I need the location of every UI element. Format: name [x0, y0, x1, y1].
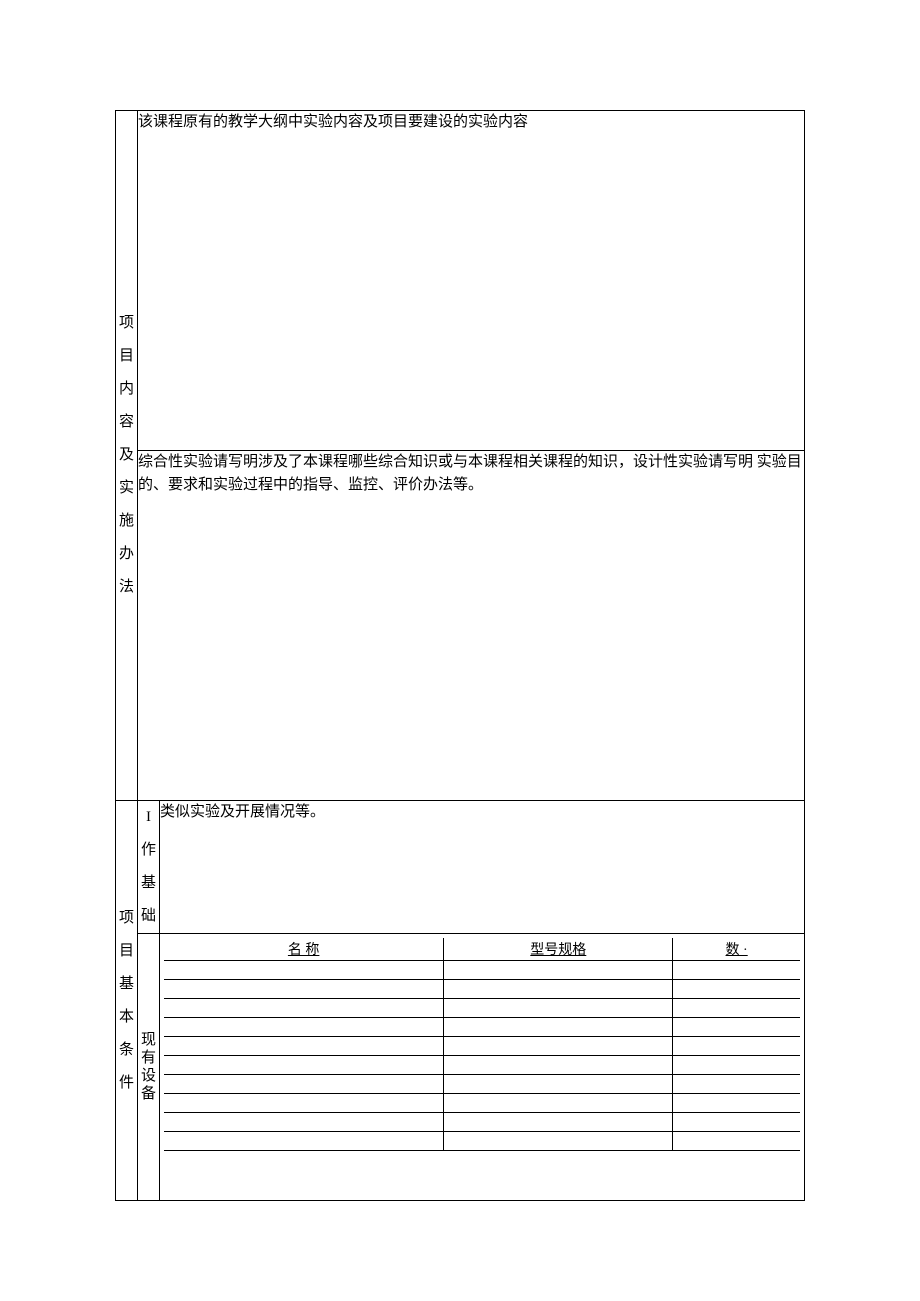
- equipment-row: [164, 1037, 800, 1056]
- equipment-cell: [444, 999, 673, 1018]
- section1-label: 项 目 内 容 及 实 施 办 法: [116, 111, 138, 801]
- section1-row2: 综合性实验请写明涉及了本课程哪些综合知识或与本课程相关课程的知识，设计性实验请写…: [138, 451, 805, 801]
- equipment-row: [164, 1113, 800, 1132]
- section1-row2-text: 综合性实验请写明涉及了本课程哪些综合知识或与本课程相关课程的知识，设计性实验请写…: [138, 454, 802, 493]
- equipment-row: [164, 1018, 800, 1037]
- equipment-cell: [673, 1094, 800, 1113]
- equipment-cell: [673, 961, 800, 980]
- equipment-cell: [164, 1132, 444, 1151]
- equipment-cell: [444, 1094, 673, 1113]
- equipment-cell: [673, 980, 800, 999]
- equipment-row: [164, 980, 800, 999]
- equipment-cell: [164, 1056, 444, 1075]
- equipment-row: [164, 1056, 800, 1075]
- equipment-header-model: 型号规格: [444, 938, 673, 961]
- equipment-cell: [444, 1037, 673, 1056]
- equipment-header-name: 名 称: [164, 938, 444, 961]
- equipment-row: [164, 1094, 800, 1113]
- equipment-cell: [673, 999, 800, 1018]
- equipment-row: [164, 999, 800, 1018]
- equipment-cell: [673, 1132, 800, 1151]
- equipment-cell: [444, 980, 673, 999]
- section2-sub1-label: I 作 基 础: [138, 801, 160, 934]
- section2-sub1-text: 类似实验及开展情况等。: [160, 804, 325, 820]
- equipment-cell: [164, 961, 444, 980]
- equipment-row: [164, 961, 800, 980]
- form-table: 项 目 内 容 及 实 施 办 法 该课程原有的教学大纲中实验内容及项目要建设的…: [115, 110, 805, 1201]
- section2-sub2-label: 现 有 设 备: [138, 934, 160, 1201]
- equipment-cell: [444, 1113, 673, 1132]
- equipment-cell: [164, 1018, 444, 1037]
- equipment-header-row: 名 称 型号规格 数 ·: [164, 938, 800, 961]
- equipment-cell: [444, 1132, 673, 1151]
- equipment-cell: [164, 1037, 444, 1056]
- equipment-cell: [673, 1113, 800, 1132]
- equipment-cell: [444, 1075, 673, 1094]
- equipment-cell: [164, 980, 444, 999]
- equipment-cell: [444, 1018, 673, 1037]
- equipment-cell: [444, 1056, 673, 1075]
- section2-label: 项 目 基 本 条 件: [116, 801, 138, 1201]
- equipment-cell: [673, 1037, 800, 1056]
- equipment-cell: [673, 1075, 800, 1094]
- equipment-cell: [444, 961, 673, 980]
- section2-sub2-content: 名 称 型号规格 数 ·: [160, 934, 805, 1201]
- section1-row1-text: 该课程原有的教学大纲中实验内容及项目要建设的实验内容: [138, 114, 528, 130]
- equipment-row: [164, 1132, 800, 1151]
- equipment-cell: [164, 1094, 444, 1113]
- equipment-cell: [164, 1075, 444, 1094]
- equipment-cell: [673, 1056, 800, 1075]
- equipment-table: 名 称 型号规格 数 ·: [164, 938, 800, 1151]
- equipment-cell: [673, 1018, 800, 1037]
- equipment-header-qty: 数 ·: [673, 938, 800, 961]
- section1-row1: 该课程原有的教学大纲中实验内容及项目要建设的实验内容: [138, 111, 805, 451]
- equipment-cell: [164, 1113, 444, 1132]
- equipment-cell: [164, 999, 444, 1018]
- section2-sub1-content: 类似实验及开展情况等。: [160, 801, 805, 934]
- equipment-row: [164, 1075, 800, 1094]
